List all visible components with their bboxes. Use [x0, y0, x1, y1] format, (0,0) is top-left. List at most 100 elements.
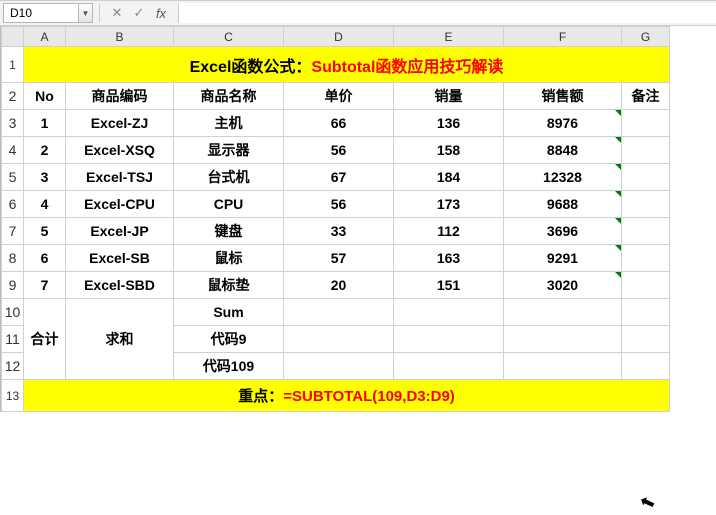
cell[interactable]: 台式机 — [174, 164, 284, 191]
cell[interactable]: 163 — [394, 245, 504, 272]
cell[interactable] — [622, 326, 670, 353]
row-header[interactable]: 3 — [2, 110, 24, 137]
row-header[interactable]: 13 — [2, 380, 24, 412]
cell[interactable]: No — [24, 83, 66, 110]
col-header-A[interactable]: A — [24, 27, 66, 47]
cell[interactable]: Excel-ZJ — [66, 110, 174, 137]
cell[interactable] — [504, 353, 622, 380]
cell[interactable]: 9688 — [504, 191, 622, 218]
cell[interactable] — [622, 353, 670, 380]
cell[interactable]: 20 — [284, 272, 394, 299]
cell[interactable]: 4 — [24, 191, 66, 218]
cell[interactable]: 求和 — [66, 299, 174, 380]
spreadsheet-grid[interactable]: ABCDEFG1Excel函数公式：Subtotal函数应用技巧解读2No商品编… — [0, 26, 716, 412]
cell[interactable]: Excel-CPU — [66, 191, 174, 218]
cell[interactable]: 商品编码 — [66, 83, 174, 110]
cell[interactable] — [284, 299, 394, 326]
cell[interactable]: 鼠标垫 — [174, 272, 284, 299]
footer-cell[interactable]: 重点：=SUBTOTAL(109,D3:D9) — [24, 380, 670, 412]
row-header[interactable]: 12 — [2, 353, 24, 380]
cell[interactable]: 112 — [394, 218, 504, 245]
cell[interactable] — [622, 164, 670, 191]
formula-input[interactable] — [178, 3, 716, 23]
cell[interactable]: 单价 — [284, 83, 394, 110]
cell[interactable]: Excel-SB — [66, 245, 174, 272]
row-header[interactable]: 2 — [2, 83, 24, 110]
cell[interactable]: 合计 — [24, 299, 66, 380]
cell[interactable]: 184 — [394, 164, 504, 191]
accept-icon[interactable]: ✓ — [128, 3, 150, 23]
cell[interactable]: 商品名称 — [174, 83, 284, 110]
col-header-C[interactable]: C — [174, 27, 284, 47]
cell[interactable]: 6 — [24, 245, 66, 272]
col-header-G[interactable]: G — [622, 27, 670, 47]
cell[interactable] — [622, 191, 670, 218]
cell[interactable]: 8976 — [504, 110, 622, 137]
name-box[interactable]: D10 — [3, 3, 79, 23]
cell[interactable]: 67 — [284, 164, 394, 191]
cell[interactable]: 151 — [394, 272, 504, 299]
row-header[interactable]: 10 — [2, 299, 24, 326]
row-header[interactable]: 11 — [2, 326, 24, 353]
cell[interactable]: 8848 — [504, 137, 622, 164]
row-header[interactable]: 6 — [2, 191, 24, 218]
row-header[interactable]: 1 — [2, 47, 24, 83]
cell[interactable]: 显示器 — [174, 137, 284, 164]
row-header[interactable]: 8 — [2, 245, 24, 272]
fx-icon[interactable]: fx — [150, 3, 172, 23]
cell[interactable]: Excel-SBD — [66, 272, 174, 299]
cell[interactable]: 2 — [24, 137, 66, 164]
cell[interactable]: Sum — [174, 299, 284, 326]
cell[interactable] — [394, 353, 504, 380]
cell[interactable]: 销量 — [394, 83, 504, 110]
select-all-corner[interactable] — [2, 27, 24, 47]
cell[interactable]: 66 — [284, 110, 394, 137]
col-header-E[interactable]: E — [394, 27, 504, 47]
cell[interactable]: 12328 — [504, 164, 622, 191]
cell[interactable]: 3020 — [504, 272, 622, 299]
cell[interactable]: 56 — [284, 191, 394, 218]
cell[interactable]: Excel-XSQ — [66, 137, 174, 164]
cell[interactable] — [504, 299, 622, 326]
cell[interactable]: 5 — [24, 218, 66, 245]
cell[interactable]: 键盘 — [174, 218, 284, 245]
cell[interactable]: 158 — [394, 137, 504, 164]
row-header[interactable]: 9 — [2, 272, 24, 299]
cell[interactable] — [622, 299, 670, 326]
row-header[interactable]: 7 — [2, 218, 24, 245]
cell[interactable] — [394, 326, 504, 353]
cell[interactable]: 136 — [394, 110, 504, 137]
cell[interactable] — [284, 353, 394, 380]
cell[interactable]: 3 — [24, 164, 66, 191]
col-header-D[interactable]: D — [284, 27, 394, 47]
row-header[interactable]: 4 — [2, 137, 24, 164]
cell[interactable] — [504, 326, 622, 353]
cell[interactable] — [622, 110, 670, 137]
col-header-F[interactable]: F — [504, 27, 622, 47]
cell[interactable]: 9291 — [504, 245, 622, 272]
title-cell[interactable]: Excel函数公式：Subtotal函数应用技巧解读 — [24, 47, 670, 83]
cell[interactable]: Excel-JP — [66, 218, 174, 245]
cell[interactable] — [622, 137, 670, 164]
cell[interactable]: 56 — [284, 137, 394, 164]
cell[interactable]: 33 — [284, 218, 394, 245]
col-header-B[interactable]: B — [66, 27, 174, 47]
cell[interactable]: 57 — [284, 245, 394, 272]
name-box-dropdown[interactable]: ▼ — [79, 3, 93, 23]
cell[interactable]: 1 — [24, 110, 66, 137]
cell[interactable]: 主机 — [174, 110, 284, 137]
row-header[interactable]: 5 — [2, 164, 24, 191]
cell[interactable]: 鼠标 — [174, 245, 284, 272]
cell[interactable]: 代码9 — [174, 326, 284, 353]
cell[interactable] — [622, 272, 670, 299]
cell[interactable]: 备注 — [622, 83, 670, 110]
cancel-icon[interactable]: ✕ — [106, 3, 128, 23]
cell[interactable]: 代码109 — [174, 353, 284, 380]
cell[interactable] — [394, 299, 504, 326]
cell[interactable] — [622, 218, 670, 245]
cell[interactable]: 7 — [24, 272, 66, 299]
cell[interactable] — [622, 245, 670, 272]
cell[interactable]: Excel-TSJ — [66, 164, 174, 191]
cell[interactable]: CPU — [174, 191, 284, 218]
cell[interactable]: 3696 — [504, 218, 622, 245]
